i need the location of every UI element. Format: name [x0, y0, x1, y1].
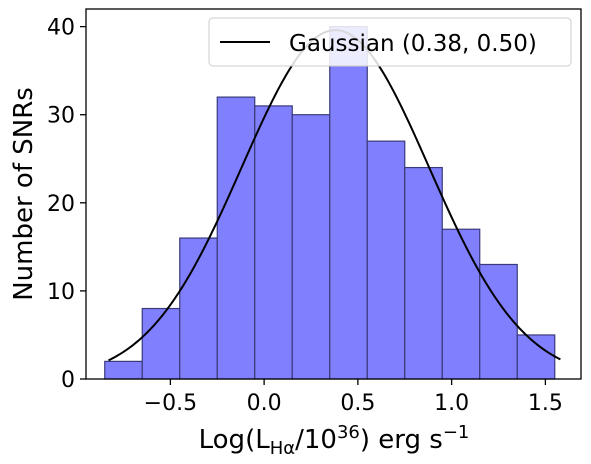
y-tick-label: 30 — [47, 104, 75, 129]
histogram-bar — [104, 360, 143, 380]
x-label-base: Log(L — [199, 425, 271, 455]
x-tick-label: −0.5 — [144, 391, 197, 416]
y-tick-label: 20 — [47, 192, 75, 217]
histogram-bar — [179, 237, 218, 380]
histogram-bar — [516, 334, 556, 380]
plot-frame — [85, 8, 582, 380]
histogram-bar — [441, 228, 481, 380]
histogram-bar — [141, 307, 181, 380]
histogram-bar — [254, 105, 293, 380]
legend-label: Gaussian (0.38, 0.50) — [289, 31, 537, 57]
x-tick-label: 0.0 — [247, 391, 282, 416]
x-label-superscript: 36 — [337, 422, 360, 443]
y-tick-label: 0 — [61, 368, 75, 393]
y-axis-ticks: 0 10 20 30 40 — [47, 16, 86, 393]
histogram-bar — [366, 140, 406, 380]
legend-box — [208, 17, 572, 67]
histogram-bar — [216, 96, 256, 380]
legend: Gaussian (0.38, 0.50) — [208, 17, 572, 67]
histogram-bar — [329, 26, 368, 380]
histogram-bar — [404, 166, 443, 380]
x-axis-ticks: −0.5 0.0 0.5 1.0 1.5 — [144, 379, 563, 416]
x-tick-label: 1.5 — [528, 391, 563, 416]
x-label-subscript: Hα — [270, 438, 295, 459]
x-axis-label: Log(LHα/1036) erg s−1 — [199, 422, 470, 459]
histogram-bars — [104, 26, 556, 380]
histogram-bar — [291, 114, 331, 380]
y-axis-label: Number of SNRs — [9, 87, 39, 301]
y-tick-label: 10 — [47, 280, 75, 305]
x-tick-label: 0.5 — [340, 391, 375, 416]
x-label-mid: /10 — [295, 425, 337, 455]
x-label-tail: ) erg s — [360, 425, 443, 455]
x-tick-label: 1.0 — [434, 391, 469, 416]
x-label-unit-superscript: −1 — [443, 422, 470, 443]
y-tick-label: 40 — [47, 16, 75, 41]
